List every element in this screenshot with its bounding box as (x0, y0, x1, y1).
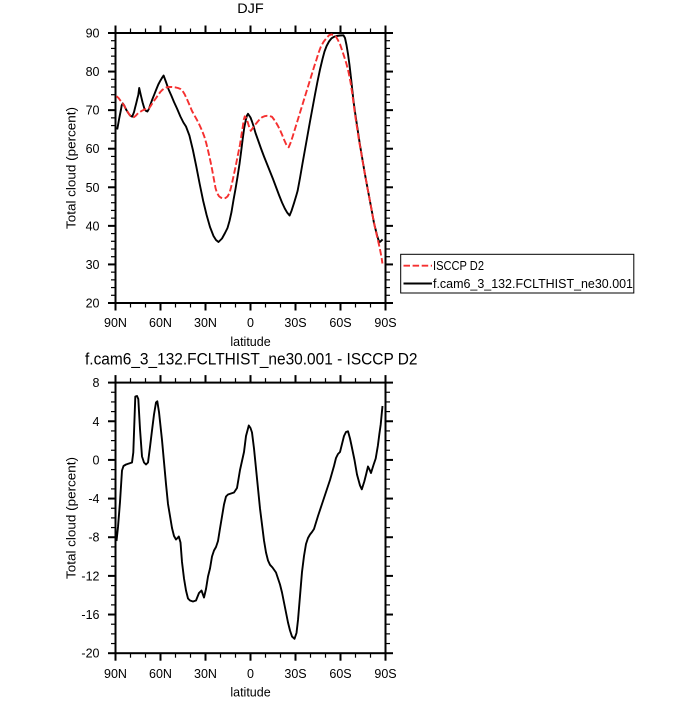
svg-text:60S: 60S (329, 667, 351, 681)
svg-text:8: 8 (93, 376, 100, 390)
svg-text:-20: -20 (81, 647, 99, 661)
svg-text:-4: -4 (88, 492, 99, 506)
svg-text:4: 4 (93, 415, 100, 429)
svg-text:f.cam6_3_132.FCLTHIST_ne30.001: f.cam6_3_132.FCLTHIST_ne30.001 - ISCCP D… (85, 350, 418, 368)
svg-text:f.cam6_3_132.FCLTHIST_ne30.001: f.cam6_3_132.FCLTHIST_ne30.001 (433, 277, 633, 291)
svg-text:Total cloud (percent): Total cloud (percent) (65, 457, 79, 579)
svg-text:60: 60 (86, 142, 100, 156)
svg-text:90N: 90N (104, 316, 127, 330)
svg-text:60N: 60N (149, 667, 172, 681)
svg-text:60N: 60N (149, 316, 172, 330)
svg-text:80: 80 (86, 65, 100, 79)
svg-text:ISCCP D2: ISCCP D2 (433, 259, 484, 273)
svg-text:0: 0 (247, 667, 254, 681)
svg-text:60S: 60S (329, 316, 351, 330)
svg-text:0: 0 (247, 316, 254, 330)
svg-text:-8: -8 (88, 531, 99, 545)
svg-text:40: 40 (86, 219, 100, 233)
svg-text:50: 50 (86, 181, 100, 195)
svg-text:90N: 90N (104, 667, 127, 681)
svg-text:latitude: latitude (230, 335, 270, 349)
svg-text:90S: 90S (374, 316, 396, 330)
svg-text:30S: 30S (284, 316, 306, 330)
svg-text:20: 20 (86, 297, 100, 311)
svg-text:-12: -12 (81, 569, 99, 583)
svg-text:30N: 30N (194, 667, 217, 681)
svg-text:30S: 30S (284, 667, 306, 681)
svg-text:70: 70 (86, 104, 100, 118)
svg-text:90S: 90S (374, 667, 396, 681)
svg-text:30: 30 (86, 258, 100, 272)
svg-text:0: 0 (93, 453, 100, 467)
svg-text:-16: -16 (81, 608, 99, 622)
svg-text:90: 90 (86, 27, 100, 41)
svg-text:30N: 30N (194, 316, 217, 330)
svg-text:Total cloud (percent): Total cloud (percent) (65, 107, 79, 229)
svg-text:latitude: latitude (230, 686, 270, 700)
svg-text:DJF: DJF (237, 0, 264, 16)
